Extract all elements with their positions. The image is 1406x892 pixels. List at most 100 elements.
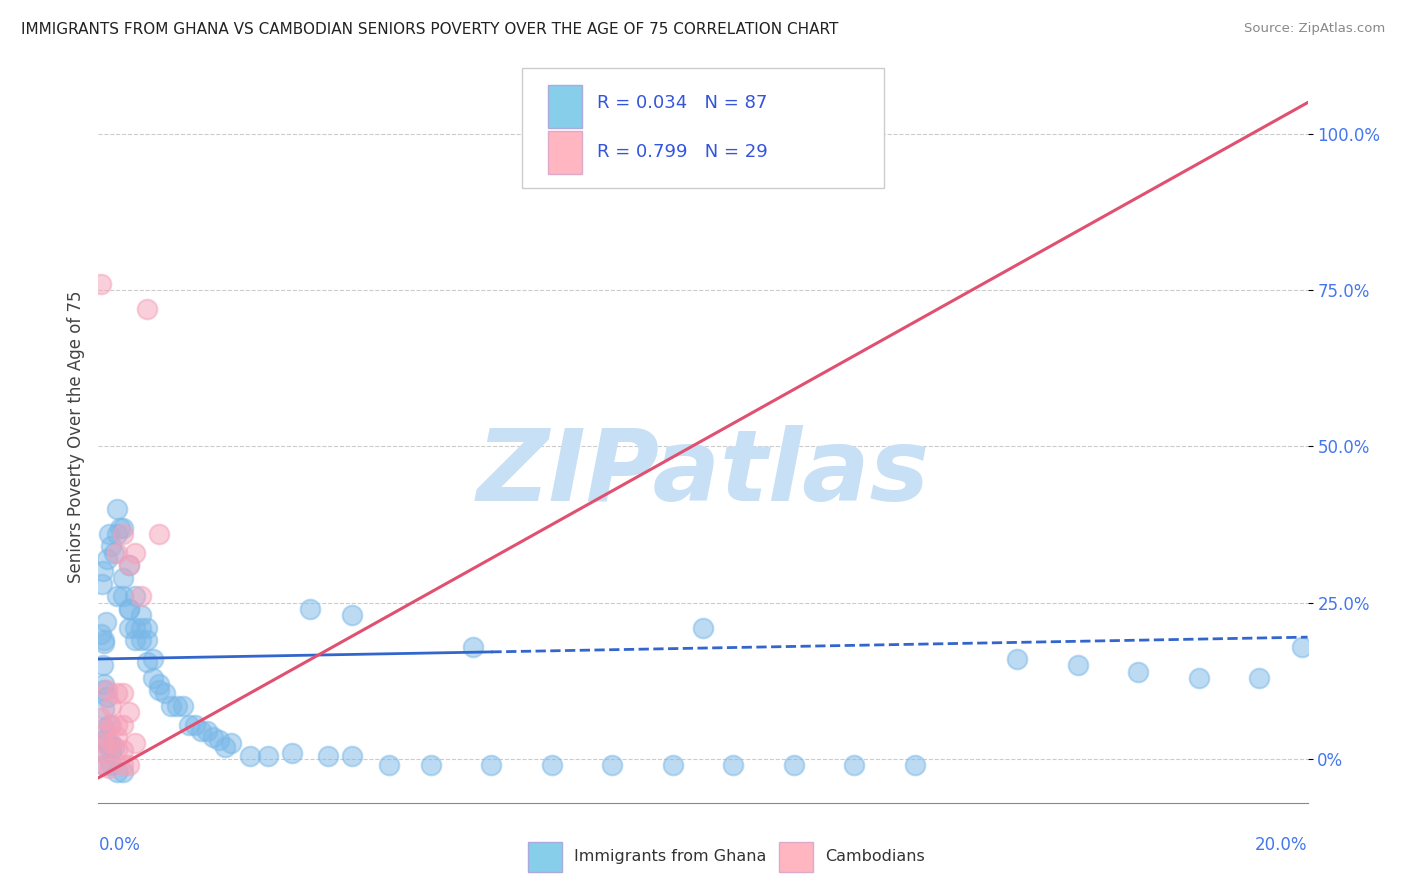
Point: [96, 552, 118, 566]
Y-axis label: Seniors Poverty Over the Age of 75: Seniors Poverty Over the Age of 75: [66, 291, 84, 583]
Point: [135, 301, 157, 316]
Point: [93, 733, 115, 747]
Point: [105, 590, 128, 604]
Point: [184, 717, 207, 731]
Point: [93, 702, 115, 716]
Point: [118, 558, 141, 573]
Point: [1128, 665, 1150, 679]
Point: [111, 521, 134, 535]
Point: [202, 730, 225, 744]
Point: [111, 571, 134, 585]
Point: [96, 683, 118, 698]
Point: [90, 277, 112, 291]
Point: [214, 739, 236, 754]
Point: [281, 746, 304, 760]
Point: [142, 671, 165, 685]
Point: [105, 527, 128, 541]
FancyBboxPatch shape: [548, 131, 582, 174]
Point: [105, 546, 128, 560]
Point: [93, 677, 115, 691]
Point: [148, 683, 170, 698]
Point: [111, 742, 134, 756]
Point: [98, 761, 121, 775]
Point: [1067, 658, 1090, 673]
Point: [844, 758, 866, 772]
Point: [90, 627, 112, 641]
Point: [195, 723, 218, 738]
Point: [124, 546, 146, 560]
Point: [105, 730, 128, 744]
Point: [153, 686, 176, 700]
Point: [100, 745, 122, 759]
Text: ZIPatlas: ZIPatlas: [477, 425, 929, 522]
Point: [91, 577, 114, 591]
Point: [93, 736, 115, 750]
Point: [103, 739, 125, 754]
Point: [299, 602, 322, 616]
Point: [463, 640, 485, 654]
Point: [91, 758, 114, 772]
Point: [1188, 671, 1211, 685]
Point: [118, 705, 141, 719]
Point: [316, 748, 339, 763]
Point: [723, 758, 745, 772]
Point: [190, 723, 212, 738]
FancyBboxPatch shape: [548, 86, 582, 128]
Point: [111, 527, 134, 541]
Point: [93, 758, 115, 772]
FancyBboxPatch shape: [522, 68, 884, 188]
Point: [179, 717, 201, 731]
Point: [377, 758, 399, 772]
Point: [124, 621, 146, 635]
Point: [103, 546, 125, 560]
Point: [93, 721, 115, 735]
Point: [100, 739, 122, 753]
Point: [111, 764, 134, 779]
Point: [135, 621, 157, 635]
Point: [142, 652, 165, 666]
Point: [481, 758, 503, 772]
Point: [98, 717, 121, 731]
Point: [118, 558, 141, 573]
Point: [1007, 652, 1029, 666]
Point: [342, 748, 364, 763]
FancyBboxPatch shape: [779, 841, 813, 872]
Point: [94, 736, 117, 750]
Point: [91, 565, 114, 579]
Point: [129, 633, 152, 648]
Text: R = 0.034   N = 87: R = 0.034 N = 87: [596, 94, 766, 112]
Text: R = 0.799   N = 29: R = 0.799 N = 29: [596, 143, 768, 161]
Point: [148, 677, 170, 691]
Point: [100, 736, 122, 750]
Text: Source: ZipAtlas.com: Source: ZipAtlas.com: [1244, 22, 1385, 36]
Point: [166, 698, 188, 713]
Point: [239, 748, 262, 763]
Point: [105, 502, 128, 516]
Point: [124, 736, 146, 750]
Point: [108, 521, 131, 535]
Point: [93, 727, 115, 741]
Point: [129, 621, 152, 635]
Point: [160, 698, 183, 713]
Point: [208, 733, 231, 747]
Point: [105, 742, 128, 756]
Point: [91, 658, 114, 673]
Point: [904, 758, 927, 772]
Point: [96, 690, 118, 704]
Point: [118, 602, 141, 616]
Point: [100, 717, 122, 731]
Point: [93, 636, 115, 650]
Point: [111, 717, 134, 731]
Point: [129, 590, 152, 604]
Point: [135, 633, 157, 648]
Point: [118, 758, 141, 772]
FancyBboxPatch shape: [527, 841, 561, 872]
Text: IMMIGRANTS FROM GHANA VS CAMBODIAN SENIORS POVERTY OVER THE AGE OF 75 CORRELATIO: IMMIGRANTS FROM GHANA VS CAMBODIAN SENIO…: [21, 22, 838, 37]
Point: [129, 608, 152, 623]
Point: [661, 758, 683, 772]
Text: Immigrants from Ghana: Immigrants from Ghana: [574, 848, 766, 863]
Point: [105, 717, 128, 731]
Point: [105, 764, 128, 779]
Point: [256, 748, 278, 763]
Point: [692, 621, 714, 635]
